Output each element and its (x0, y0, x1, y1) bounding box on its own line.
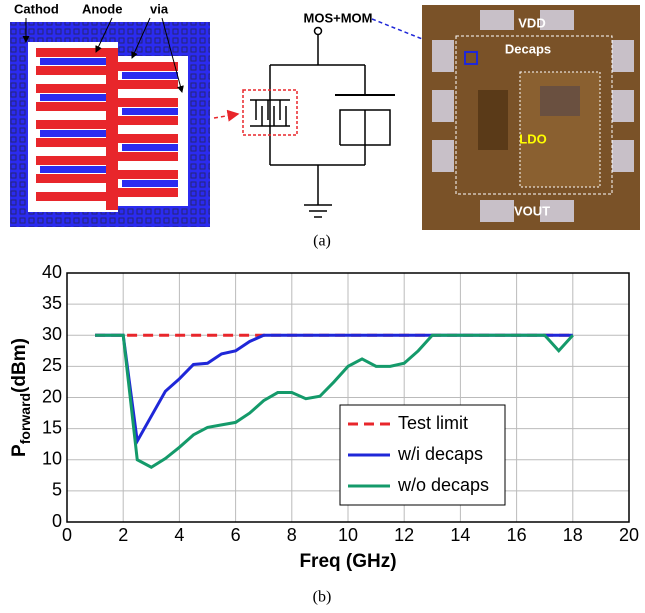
x-tick-label: 20 (619, 525, 639, 545)
label: Cathod (14, 1, 59, 16)
y-axis-label-main: P (9, 444, 30, 457)
x-tick-label: 2 (118, 525, 128, 545)
y-tick-label: 40 (42, 262, 62, 282)
x-tick-label: 10 (338, 525, 358, 545)
caption: (a) (313, 233, 331, 250)
x-tick-label: 8 (287, 525, 297, 545)
caption: (b) (313, 589, 332, 606)
x-tick-label: 4 (174, 525, 184, 545)
x-tick-label: 16 (507, 525, 527, 545)
y-tick-label: 20 (42, 386, 62, 406)
y-tick-label: 0 (52, 511, 62, 531)
figure: Cathod Anode via MOS+MOM VDD Decaps LDO … (0, 0, 645, 613)
legend-label: w/o decaps (397, 475, 489, 495)
y-tick-label: 10 (42, 449, 62, 469)
label: LDO (519, 131, 546, 146)
y-axis-label-sub: forward (17, 393, 33, 444)
label: Decaps (505, 41, 551, 56)
chart: 0 2 4 6 8 10 12 14 16 18 20 0 5 10 15 20 25 30 35 40 Freq (G… (9, 262, 639, 572)
legend-label: Test limit (398, 413, 468, 433)
x-axis-label: Freq (GHz) (299, 551, 396, 572)
label: MOS+MOM (304, 10, 373, 25)
y-tick-label: 25 (42, 355, 62, 375)
legend-label: w/i decaps (397, 444, 483, 464)
x-tick-label: 18 (563, 525, 583, 545)
label: VOUT (514, 203, 550, 218)
y-axis-label: Pforward(dBm) (9, 338, 33, 457)
label: via (150, 1, 169, 16)
y-tick-label: 15 (42, 417, 62, 437)
y-axis-label-unit: (dBm) (9, 338, 30, 393)
x-tick-label: 0 (62, 525, 72, 545)
y-tick-label: 35 (42, 293, 62, 313)
die-photo: VDD Decaps LDO VOUT (422, 5, 640, 230)
label: Anode (82, 1, 122, 16)
x-tick-label: 6 (231, 525, 241, 545)
label: VDD (518, 15, 545, 30)
y-tick-label: 30 (42, 324, 62, 344)
x-tick-label: 14 (450, 525, 470, 545)
capacitor-layout: Cathod Anode via (10, 1, 238, 227)
x-tick-label: 12 (394, 525, 414, 545)
y-tick-label: 5 (52, 480, 62, 500)
